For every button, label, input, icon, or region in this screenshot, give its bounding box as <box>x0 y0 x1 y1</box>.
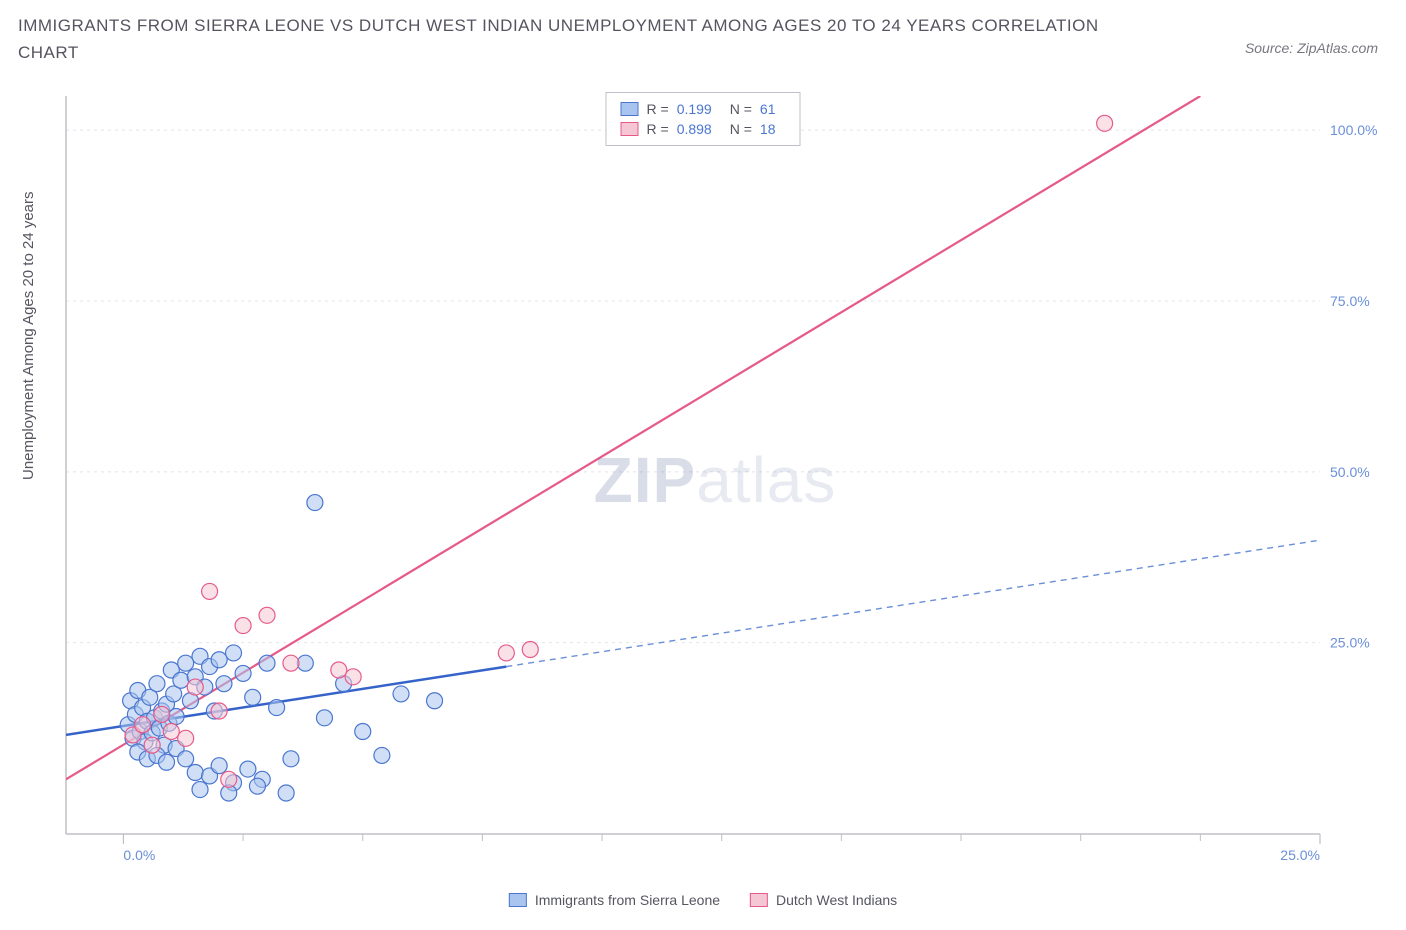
legend-label-series-1: Immigrants from Sierra Leone <box>535 892 720 908</box>
swatch-series-1 <box>621 102 639 116</box>
stats-row-series-1: R = 0.199 N = 61 <box>621 99 786 119</box>
source-credit: Source: ZipAtlas.com <box>1245 40 1378 56</box>
legend-label-series-2: Dutch West Indians <box>776 892 897 908</box>
svg-text:50.0%: 50.0% <box>1330 464 1370 480</box>
legend-item-series-1: Immigrants from Sierra Leone <box>509 892 720 908</box>
swatch-series-1 <box>509 893 527 907</box>
scatter-chart-svg: 0.0%25.0%25.0%50.0%75.0%100.0% <box>60 90 1370 870</box>
n-value-series-1: 61 <box>760 101 776 117</box>
r-value-series-1: 0.199 <box>677 101 712 117</box>
n-label: N = <box>730 101 752 117</box>
bottom-legend: Immigrants from Sierra Leone Dutch West … <box>509 892 897 908</box>
swatch-series-2 <box>621 122 639 136</box>
svg-text:25.0%: 25.0% <box>1330 635 1370 651</box>
svg-text:100.0%: 100.0% <box>1330 122 1377 138</box>
chart-area: 0.0%25.0%25.0%50.0%75.0%100.0% ZIPatlas <box>60 90 1370 870</box>
r-label: R = <box>647 101 669 117</box>
r-value-series-2: 0.898 <box>677 121 712 137</box>
stats-row-series-2: R = 0.898 N = 18 <box>621 119 786 139</box>
n-value-series-2: 18 <box>760 121 776 137</box>
stats-legend-box: R = 0.199 N = 61 R = 0.898 N = 18 <box>606 92 801 146</box>
legend-item-series-2: Dutch West Indians <box>750 892 897 908</box>
y-axis-label: Unemployment Among Ages 20 to 24 years <box>20 191 37 480</box>
swatch-series-2 <box>750 893 768 907</box>
svg-text:0.0%: 0.0% <box>123 847 155 863</box>
svg-text:25.0%: 25.0% <box>1280 847 1320 863</box>
chart-title: IMMIGRANTS FROM SIERRA LEONE VS DUTCH WE… <box>18 12 1118 66</box>
svg-text:75.0%: 75.0% <box>1330 293 1370 309</box>
r-label: R = <box>647 121 669 137</box>
n-label: N = <box>730 121 752 137</box>
